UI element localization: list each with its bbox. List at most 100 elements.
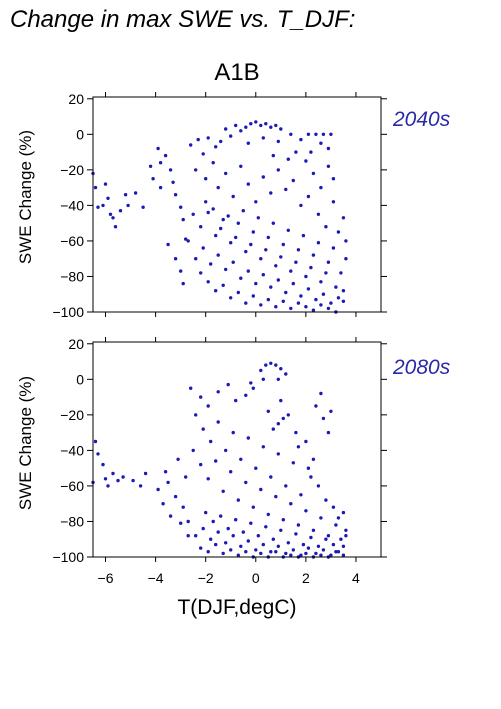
panel-2040s-point	[103, 182, 108, 186]
panel-2040s-point	[319, 141, 323, 145]
panel-2040s-point	[111, 216, 115, 220]
panel-2080s-point	[331, 505, 336, 509]
panel-2080s-xtick-label: 0	[252, 570, 260, 586]
panel-2040s-point	[271, 221, 275, 225]
panel-2040s-point	[206, 210, 210, 215]
panel-2040s-ytick-label: 0	[76, 126, 84, 142]
panel-2040s-point	[314, 132, 318, 136]
panel-2040s-point	[113, 225, 118, 229]
panel-2040s-point	[311, 253, 316, 257]
panel-2040s-point	[249, 242, 253, 247]
panel-2080s-ytick-label: 20	[68, 336, 84, 352]
panel-2040s-point	[316, 241, 321, 245]
panel-2040s-point	[316, 212, 321, 216]
panel-2080s-point	[244, 480, 248, 485]
panel-2040s-point	[289, 269, 293, 273]
panel-2080s-point	[271, 427, 275, 431]
panel-2080s-point	[309, 475, 313, 479]
panel-2080s-point	[284, 372, 288, 376]
panel-2040s-point	[326, 146, 331, 151]
panel-2080s-point	[173, 494, 178, 499]
panel-2080s-point	[244, 550, 248, 554]
panel-2040s-point	[108, 212, 113, 216]
panel-2080s-point	[216, 420, 220, 424]
panel-2040s-point	[321, 292, 326, 296]
panel-2080s-xtick-label: −4	[148, 570, 164, 586]
panel-2040s-point	[224, 127, 228, 131]
panel-2040s-point	[123, 193, 128, 197]
panel-2080s-point	[269, 361, 273, 365]
panel-2080s-point	[241, 530, 245, 534]
panel-2080s-point	[276, 422, 280, 426]
panel-2040s-point	[296, 301, 301, 305]
panel-2040s-point	[211, 207, 215, 211]
panel-2080s-point	[246, 436, 250, 440]
panel-2080s-point	[316, 544, 321, 548]
panel-2040s-point	[341, 289, 346, 293]
panel-2080s-point	[231, 430, 235, 435]
panel-2080s-point	[291, 461, 295, 465]
panel-2080s-point	[143, 471, 148, 476]
panel-2040s-point	[231, 194, 235, 199]
panel-2080s-point	[251, 505, 255, 509]
panel-2040s: 2040s SWE Change (%) 20 0 −20 −40 −60 −80 −100	[16, 91, 451, 320]
panel-2040s-point	[181, 281, 185, 286]
panel-2080s-point	[281, 416, 285, 421]
panel-2040s-point	[266, 235, 270, 240]
panel-2080s-point	[224, 541, 228, 545]
panel-2080s-point	[236, 553, 240, 557]
panel-2040s-point	[126, 203, 130, 208]
panel-2040s-point	[301, 233, 306, 238]
panel-2080s-point	[296, 523, 301, 527]
panel-2040s-point	[184, 237, 188, 241]
panel-2040s-point	[209, 262, 213, 266]
panel-2080s-point	[271, 537, 275, 541]
panel-2080s-xtick-label: −2	[198, 570, 214, 586]
panel-2080s-point	[344, 534, 348, 538]
panel-2080s-point	[246, 539, 250, 543]
panel-2080s-point	[179, 521, 183, 525]
panel-2040s-point	[274, 264, 278, 268]
panel-2040s-point	[284, 187, 288, 192]
panel-2040s-point	[224, 267, 228, 272]
panel-2080s-point	[314, 551, 318, 556]
panel-2080s-point	[226, 382, 230, 387]
panel-2080s-point	[319, 391, 323, 396]
panel-2080s-ytick-label: 0	[76, 371, 84, 387]
panel-2040s-point	[304, 274, 308, 279]
panel-2080s-point	[304, 551, 308, 556]
panel-2080s-point	[269, 550, 273, 554]
panel-2080s-point	[324, 537, 328, 541]
panel-2080s-point	[304, 509, 308, 513]
panel-2040s-point	[344, 239, 348, 243]
panel-2040s-point	[219, 226, 223, 231]
panel-2080s-point	[306, 466, 311, 470]
panel-2040s-point	[148, 164, 153, 168]
panel-2080s-point	[311, 528, 316, 532]
panel-2080s-point	[209, 439, 213, 444]
panel-2040s-ylabel-text: SWE Change (%)	[16, 130, 35, 264]
panel-2040s-ytick-label: −40	[60, 197, 84, 213]
panel-2040s-point	[321, 132, 326, 136]
panel-2080s-point	[236, 498, 240, 502]
panel-2040s-point	[93, 185, 98, 190]
panel-2080s-point	[226, 526, 230, 531]
panel-2080s-point	[309, 535, 313, 540]
panel-2040s-point	[254, 200, 258, 204]
panel-2080s-point	[321, 548, 326, 552]
panel-2080s-point	[316, 484, 321, 488]
panel-2080s-point	[264, 363, 268, 367]
panel-2040s-point	[246, 182, 250, 186]
panel-2040s-point	[304, 305, 308, 309]
panel-2080s-point	[284, 551, 288, 556]
panel-2040s-point	[256, 216, 260, 220]
panel-2080s-point	[221, 551, 225, 556]
panel-2040s-point	[244, 301, 248, 305]
panel-2040s-point	[259, 303, 263, 307]
panel-2080s: 2080s SWE Change (%) 200−20−40−60−80−100…	[16, 336, 451, 586]
panel-2040s-point	[291, 178, 295, 183]
panel-2040s-point	[299, 294, 303, 298]
panel-2040s-point	[214, 289, 218, 293]
panel-2040s-point	[163, 153, 168, 158]
panel-2080s-point	[289, 502, 293, 506]
